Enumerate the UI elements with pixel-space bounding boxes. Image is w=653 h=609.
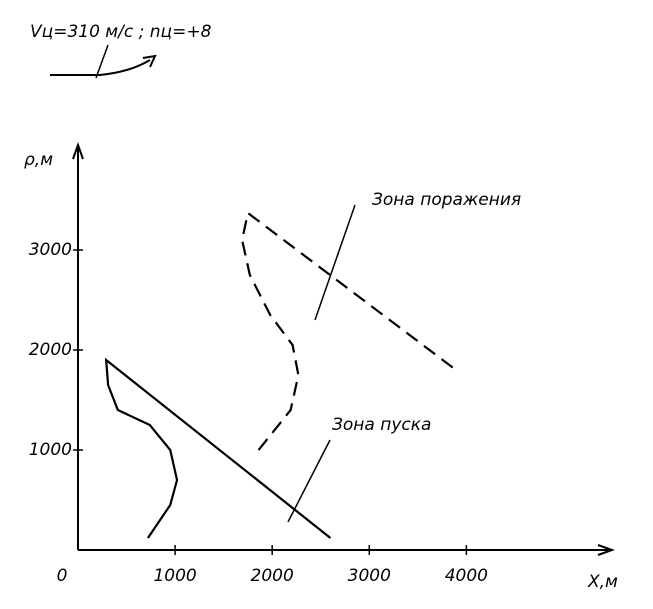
x-axis-label: X,м: [587, 572, 618, 592]
x-tick-label: 3000: [348, 566, 391, 586]
x-tick-label: 2000: [251, 566, 294, 586]
series-label: Зона поражения: [372, 190, 521, 210]
y-tick-label: 2000: [29, 340, 72, 360]
x-tick-label: 1000: [153, 566, 196, 586]
y-axis-arrow: [72, 142, 84, 160]
x-axis-arrow: [597, 544, 615, 556]
zone-line: [240, 211, 460, 451]
zone-line: [104, 357, 332, 539]
annotation-line: [95, 44, 109, 79]
leader-line: [287, 439, 331, 523]
y-axis-label: ρ,м: [24, 150, 53, 170]
series-label: Зона пуска: [332, 415, 431, 435]
x-tick-label: 0: [57, 566, 68, 586]
y-tick-label: 1000: [29, 440, 72, 460]
x-tick-label: 4000: [445, 566, 488, 586]
leader-line: [314, 204, 356, 321]
y-tick-label: 3000: [29, 240, 72, 260]
arrow-head: [142, 54, 157, 68]
annotation: Vц=310 м/с ; nц=+8: [30, 22, 212, 42]
arrow: [50, 59, 151, 76]
